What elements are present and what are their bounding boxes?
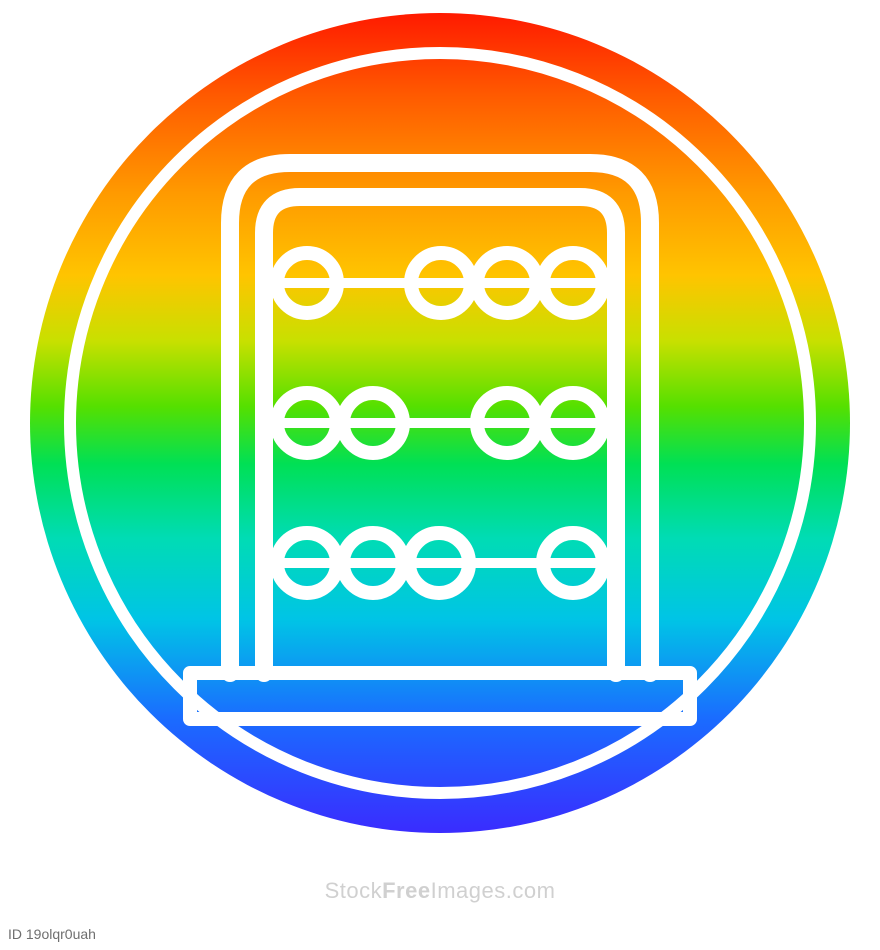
- watermark-text: StockFreeImages.com: [325, 878, 556, 904]
- abacus-rainbow-icon: [30, 13, 850, 838]
- watermark-suffix: Images: [431, 878, 506, 903]
- image-id-label: ID 19olqr0uah: [8, 926, 96, 942]
- watermark-prefix: Stock: [325, 878, 383, 903]
- watermark-bold: Free: [382, 878, 430, 903]
- canvas: StockFreeImages.com ID 19olqr0uah: [0, 0, 880, 950]
- watermark-dot: .com: [506, 878, 556, 903]
- watermark: StockFreeImages.com: [0, 874, 880, 908]
